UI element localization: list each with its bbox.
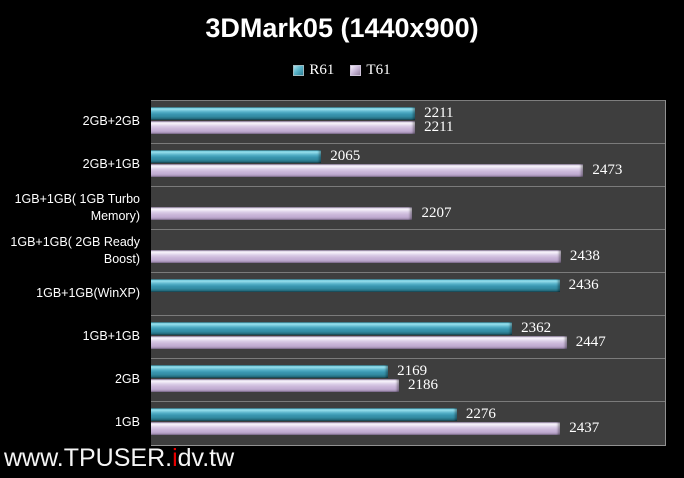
- legend-swatch-r61-icon: [293, 65, 305, 76]
- value-label: 2207: [421, 205, 452, 221]
- bar-r61: [151, 408, 457, 421]
- value-label: 2065: [330, 148, 361, 164]
- legend-swatch-t61-icon: [350, 65, 362, 76]
- bar-r61: [151, 107, 416, 120]
- category-band: 2065 2473: [151, 144, 665, 187]
- watermark-text-prefix: www.TPUSER.: [4, 444, 173, 472]
- value-label: 2438: [569, 248, 600, 264]
- category-band: 2438: [151, 230, 665, 273]
- bar-slot: 2436: [151, 277, 665, 293]
- value-label: 2447: [575, 334, 606, 350]
- bar-slot: 2438: [151, 248, 665, 264]
- legend: R61 T61: [0, 62, 684, 79]
- category-band: 2207: [151, 187, 665, 230]
- bar-t61: [151, 422, 561, 435]
- category-band: 2169 2186: [151, 359, 665, 402]
- bar-t61: [151, 250, 561, 263]
- value-label: 2473: [592, 162, 623, 178]
- watermark-red-letter: i: [172, 444, 178, 472]
- bar-slot: 2473: [151, 162, 665, 178]
- value-label: 2211: [424, 105, 454, 121]
- watermark-text-suffix: dv.tw: [177, 444, 235, 472]
- bar-r61: [151, 279, 560, 292]
- category-label: 2GB+1GB: [82, 157, 140, 172]
- value-label: 2436: [568, 277, 599, 293]
- category-label: 1GB+1GB(WinXP): [36, 286, 140, 301]
- legend-label-t61: T61: [366, 62, 391, 78]
- bar-t61: [151, 207, 413, 220]
- category-label: 2GB: [114, 372, 140, 387]
- category-labels: 2GB+2GB 2GB+1GB 1GB+1GB( 1GB Turbo Memory)…: [0, 100, 146, 444]
- value-label: 2169: [397, 363, 428, 379]
- bar-slot: 2437: [151, 420, 665, 436]
- bar-slot: 2211: [151, 119, 665, 135]
- bar-r61: [151, 150, 322, 163]
- bar-slot: 2207: [151, 205, 665, 221]
- bar-t61: [151, 121, 416, 134]
- category-label: 2GB+2GB: [82, 114, 140, 129]
- category-label: 1GB+1GB( 1GB Turbo Memory): [14, 192, 140, 223]
- category-label: 1GB: [114, 415, 140, 430]
- watermark: www.TPUSER.idv.tw: [4, 444, 234, 473]
- bar-slot: 2065: [151, 148, 665, 164]
- bar-slot: 2276: [151, 406, 665, 422]
- legend-label-r61: R61: [309, 62, 335, 78]
- bar-t61: [151, 379, 399, 392]
- category-band: 2276 2437: [151, 402, 665, 445]
- legend-item-t61: T61: [350, 62, 391, 79]
- value-label: 2186: [408, 377, 438, 393]
- value-label: 2437: [569, 420, 600, 436]
- category-band: 2436: [151, 273, 665, 316]
- category-label: 1GB+1GB( 2GB Ready Boost): [10, 235, 140, 266]
- value-label: 2362: [521, 320, 552, 336]
- bar-slot: 2186: [151, 377, 665, 393]
- chart-title: 3DMark05 (1440x900): [205, 13, 479, 43]
- bar-slot: 2211: [151, 105, 665, 121]
- bar-slot: 2447: [151, 334, 665, 350]
- plot-area: 2211 2211 2065 2473 2207 2438 2436 2362 2447 2169…: [151, 100, 666, 446]
- bar-r61: [151, 322, 513, 335]
- value-label: 2276: [465, 406, 496, 422]
- bar-slot: 2362: [151, 320, 665, 336]
- category-label: 1GB+1GB: [82, 329, 140, 344]
- bar-r61: [151, 365, 389, 378]
- legend-item-r61: R61: [293, 62, 334, 79]
- category-band: 2362 2447: [151, 316, 665, 359]
- bar-t61: [151, 336, 567, 349]
- bar-slot: 2169: [151, 363, 665, 379]
- value-label: 2211: [424, 119, 454, 135]
- bar-t61: [151, 164, 584, 177]
- category-band: 2211 2211: [151, 101, 665, 144]
